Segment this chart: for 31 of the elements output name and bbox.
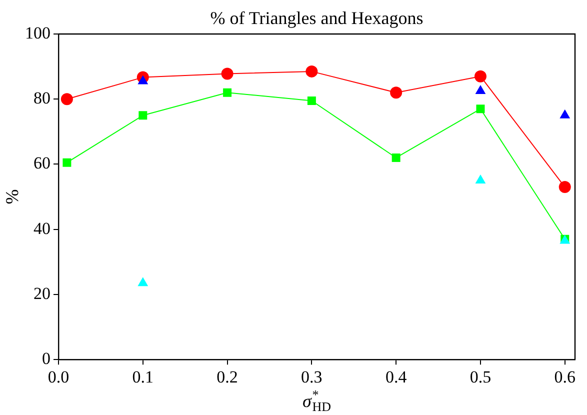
point [223,88,232,97]
x-tick-label: 0.4 [385,367,408,386]
point [390,86,402,99]
y-tick-label: 40 [34,218,50,238]
point [62,158,72,167]
point [306,65,318,78]
point [138,277,148,286]
chart-title: % of Triangles and Hexagons [210,8,424,28]
x-tick-label: 0.5 [470,367,492,386]
x-tick-label: 0.0 [48,367,70,386]
point [558,181,571,194]
point [392,153,400,162]
y-tick-label: 60 [34,154,50,173]
point [474,70,486,82]
x-tick-label: 0.2 [216,367,238,386]
point [475,174,486,184]
point [560,109,570,118]
point [138,111,148,120]
y-axis-title: % [2,189,22,204]
point [476,104,485,114]
point [138,75,148,84]
point [307,96,316,105]
y-tick-label: 0 [42,349,50,368]
y-tick-label: 100 [25,23,50,42]
x-tick-label: 0.1 [132,367,154,386]
y-tick-label: 20 [34,284,50,303]
point [60,93,73,106]
y-tick-label: 80 [34,88,50,108]
x-tick-label: 0.6 [554,367,576,386]
point [221,68,234,80]
x-tick-label: 0.3 [301,367,322,386]
